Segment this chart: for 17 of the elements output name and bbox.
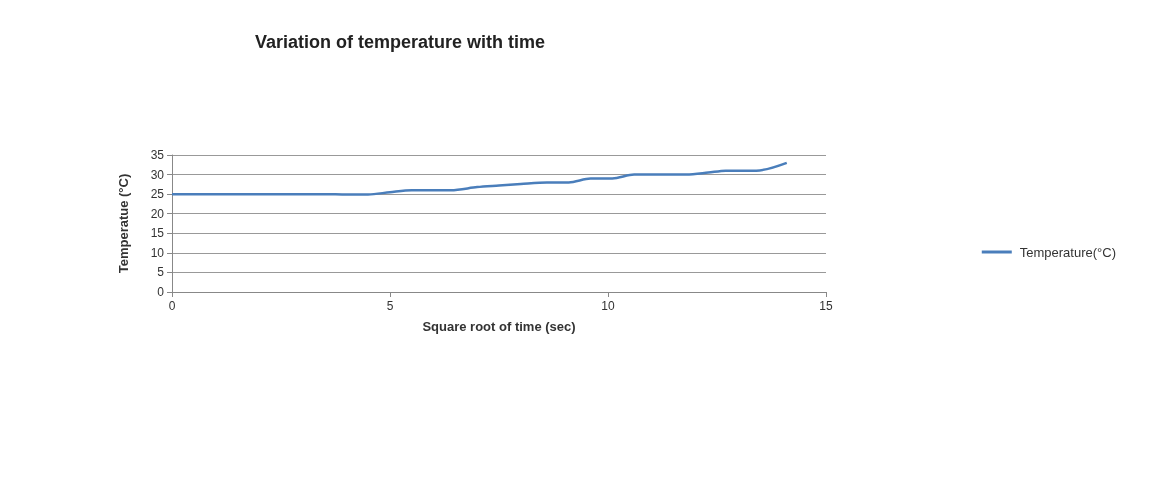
- y-tick-label: 35: [150, 148, 165, 162]
- chart-title: Variation of temperature with time: [254, 32, 546, 52]
- y-tick-label: 15: [150, 226, 165, 241]
- y-tick-label: 0: [157, 285, 165, 299]
- y-axis-title: Temperatue (°C): [116, 173, 131, 274]
- x-tick-label: 15: [819, 299, 833, 313]
- y-tick-label: 25: [150, 187, 165, 202]
- x-tick-label: 5: [386, 299, 394, 313]
- y-tick-label: 20: [150, 206, 165, 221]
- y-tick-label: 30: [150, 167, 165, 182]
- y-tick-label: 10: [150, 245, 165, 260]
- x-tick-label: 10: [601, 299, 615, 313]
- x-axis-title: Square root of time (sec): [422, 319, 576, 334]
- line-series: [170, 161, 789, 196]
- x-tick-label: 0: [168, 299, 176, 313]
- legend-label: Temperature(°C): [1019, 244, 1117, 260]
- y-tick-label: 5: [157, 265, 165, 280]
